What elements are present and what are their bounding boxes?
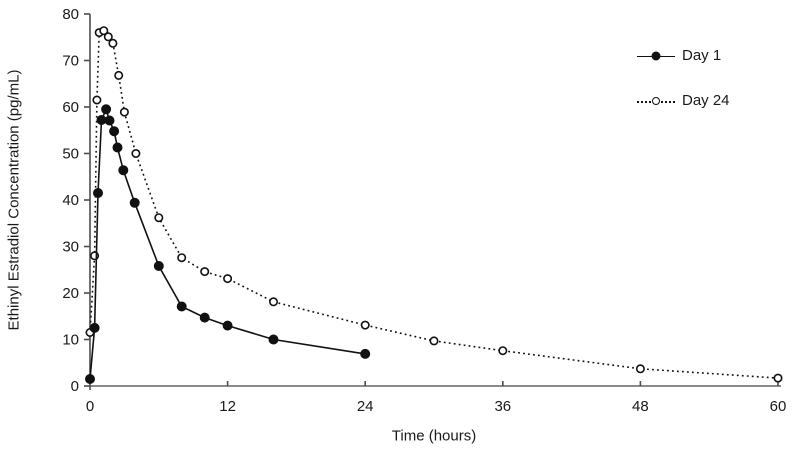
day-24-point (200, 267, 210, 277)
day-24-point (99, 26, 109, 36)
day-1-point (153, 260, 164, 271)
legend-entry-day1: Day 1 (637, 47, 730, 64)
day-1-point (268, 334, 279, 345)
y-axis-label: Ethinyl Estradiol Concentration (pg/mL) (5, 69, 23, 331)
day-1-point (89, 322, 100, 333)
day-24-point (108, 38, 118, 48)
day-24-point (223, 274, 233, 284)
day-1-line (89, 106, 366, 380)
series-day-1 (85, 104, 371, 384)
day-1-point (129, 197, 140, 208)
series-day-24 (85, 26, 783, 383)
day-24-point (635, 364, 645, 374)
day1-legend-marker-icon (637, 47, 675, 64)
day-1-point (360, 348, 371, 359)
y-tick-label: 20 (62, 285, 79, 302)
day-24-point (429, 336, 439, 346)
x-tick-label: 36 (494, 398, 511, 415)
y-tick-label: 80 (62, 6, 79, 23)
legend-entry-day24: Day 24 (637, 92, 730, 109)
x-tick-label: 24 (357, 398, 374, 415)
day-1-point (101, 104, 112, 115)
day-24-point (498, 346, 508, 356)
filled-circle-icon (651, 51, 661, 60)
y-tick-label: 70 (62, 53, 79, 70)
y-tick-label: 50 (62, 146, 79, 163)
day-1-point (112, 142, 123, 153)
day-24-point (360, 320, 370, 330)
y-tick-label: 10 (62, 332, 79, 349)
x-tick-label: 0 (86, 398, 94, 415)
day-1-point (104, 115, 115, 126)
legend-label-day24: Day 24 (682, 92, 730, 109)
day-1-point (93, 188, 104, 199)
day24-legend-marker-icon (637, 92, 675, 109)
legend: Day 1 Day 24 (637, 47, 730, 109)
day-24-point (154, 213, 164, 223)
day-1-point (199, 312, 210, 323)
y-tick-label: 30 (62, 239, 79, 256)
day-24-point (92, 95, 102, 105)
axes: 0 12 24 36 48 60 0 10 20 30 40 50 60 70 80 (62, 6, 786, 415)
day-24-point (268, 297, 278, 307)
day-1-point (85, 373, 96, 384)
day-24-point (103, 32, 113, 42)
day-24-point (114, 70, 124, 80)
x-tick-label: 60 (770, 398, 787, 415)
y-tick-label: 0 (71, 378, 79, 395)
day-24-point (119, 107, 129, 117)
day-1-point (96, 115, 107, 126)
open-circle-icon (652, 96, 660, 105)
day-1-point (109, 126, 120, 137)
day-24-point (773, 373, 783, 383)
legend-label-day1: Day 1 (682, 47, 722, 64)
day-24-point (177, 253, 187, 263)
y-tick-label: 40 (62, 192, 79, 209)
day-24-point (131, 149, 141, 159)
day-1-point (176, 301, 187, 312)
x-tick-label: 48 (632, 398, 649, 415)
day-1-point (222, 320, 233, 331)
y-tick-label: 60 (62, 99, 79, 116)
x-axis-label: Time (hours) (391, 427, 477, 445)
x-tick-label: 12 (219, 398, 236, 415)
day-1-point (118, 165, 129, 176)
